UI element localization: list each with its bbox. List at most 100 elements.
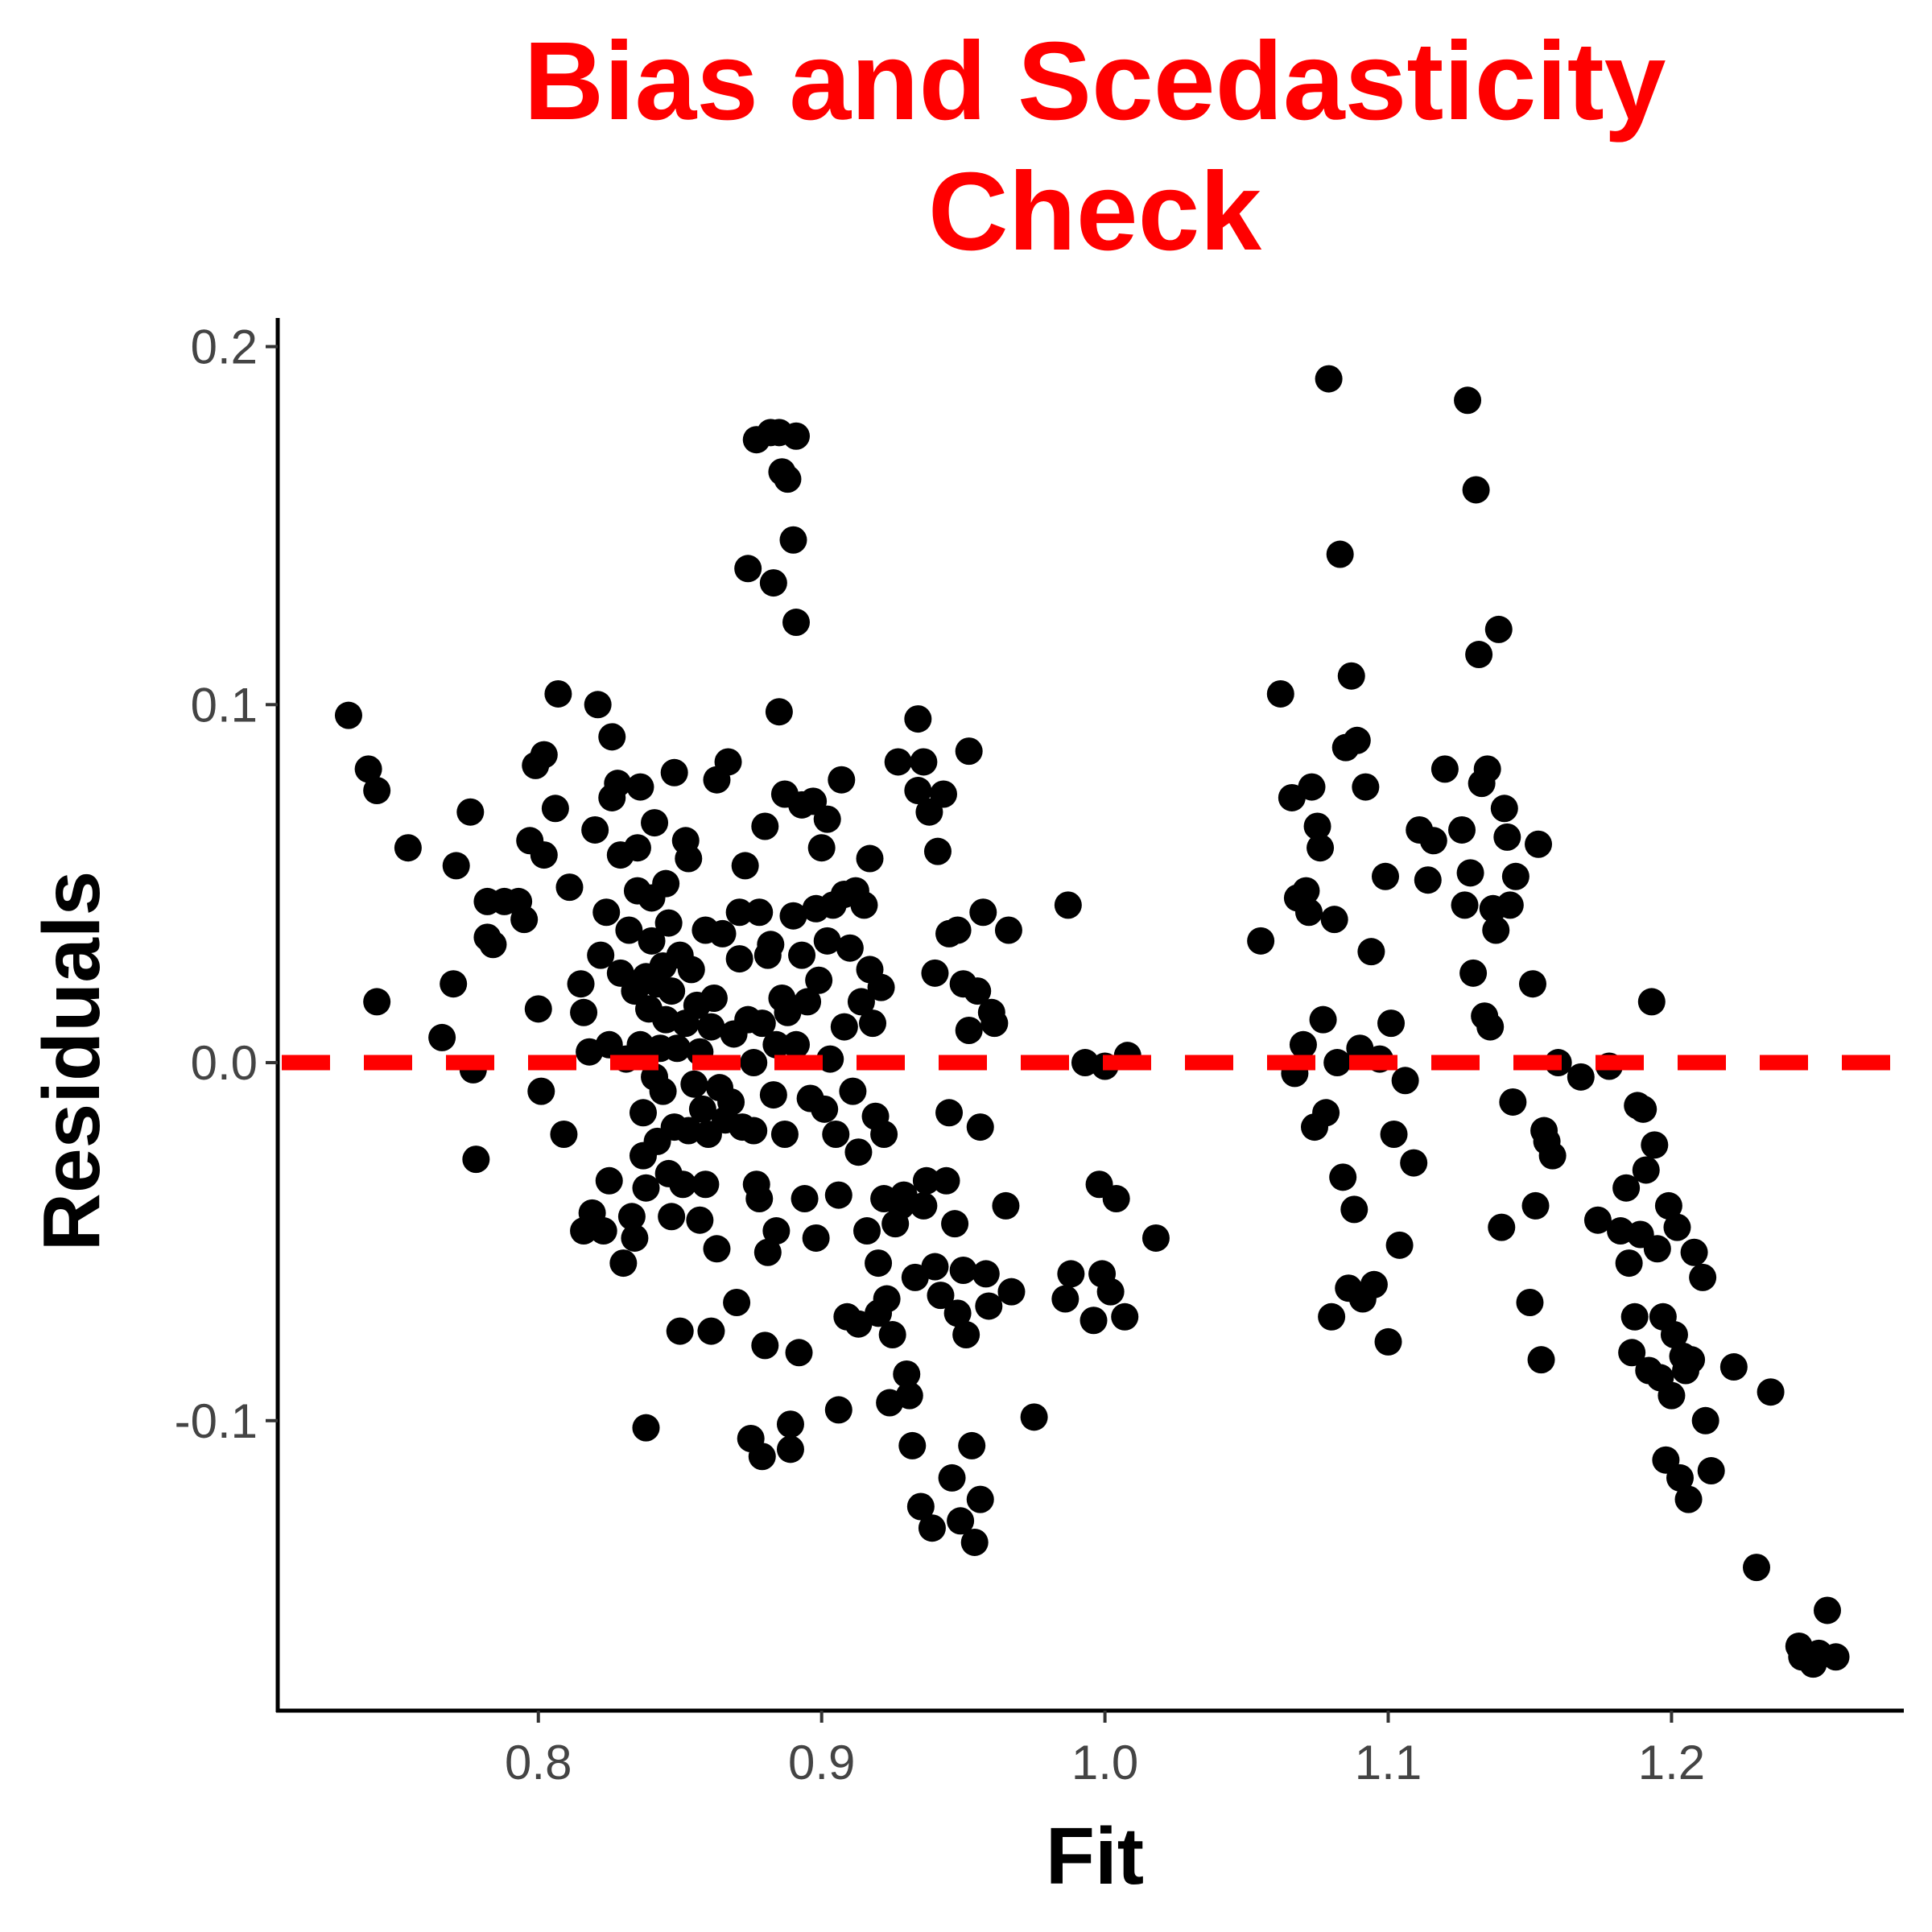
data-point <box>1020 1403 1048 1431</box>
data-point <box>1618 1339 1646 1367</box>
data-point <box>1743 1554 1771 1582</box>
data-point <box>1414 866 1442 894</box>
data-point <box>1641 1131 1669 1159</box>
data-point <box>757 931 785 959</box>
data-point <box>550 1120 578 1148</box>
data-point <box>1357 938 1385 966</box>
data-point <box>1329 1163 1357 1191</box>
data-point <box>1419 827 1447 855</box>
data-point <box>442 852 470 880</box>
data-point <box>510 906 539 934</box>
data-point <box>680 1070 708 1098</box>
data-point <box>824 1396 852 1424</box>
data-point <box>1538 1141 1567 1170</box>
data-point <box>1490 795 1518 823</box>
data-point <box>802 1224 830 1252</box>
y-tick-label: 0.0 <box>191 1036 258 1090</box>
data-point <box>759 1081 787 1109</box>
data-point <box>932 1166 960 1195</box>
data-point <box>779 526 807 554</box>
data-point <box>839 1077 867 1105</box>
data-point <box>938 1463 966 1492</box>
data-point <box>850 891 878 919</box>
data-point <box>1482 916 1510 944</box>
data-point <box>638 927 666 955</box>
data-point <box>592 898 621 927</box>
data-point <box>581 815 609 844</box>
data-point <box>1660 1321 1688 1349</box>
data-point <box>847 988 875 1016</box>
data-point <box>584 691 612 719</box>
data-point <box>629 1099 657 1127</box>
data-point <box>1525 830 1553 858</box>
data-point <box>1493 823 1521 851</box>
data-point <box>1371 862 1399 890</box>
data-point <box>1343 726 1371 754</box>
data-point <box>1051 1285 1080 1313</box>
x-tick-label: 0.8 <box>505 1736 572 1790</box>
data-point <box>1757 1378 1785 1406</box>
data-point <box>1516 1289 1544 1317</box>
data-point <box>1629 1095 1657 1123</box>
data-point <box>884 748 912 776</box>
data-point <box>1391 1067 1419 1095</box>
axes <box>275 318 1904 1713</box>
y-axis-title: Residuals <box>27 871 117 1251</box>
data-point <box>966 1113 994 1141</box>
data-point <box>587 941 615 969</box>
data-point <box>1663 1213 1691 1241</box>
data-point <box>762 1030 791 1059</box>
data-point <box>544 679 572 708</box>
data-point <box>822 1120 850 1148</box>
data-point <box>1320 906 1348 934</box>
data-point <box>675 844 703 873</box>
data-point <box>334 701 362 729</box>
data-point <box>1680 1238 1708 1266</box>
data-point <box>734 555 762 583</box>
data-point <box>966 1485 994 1513</box>
data-point <box>1499 1088 1527 1116</box>
data-point <box>873 1285 901 1313</box>
data-point <box>394 834 422 862</box>
data-point <box>1294 898 1323 927</box>
data-point <box>836 934 864 962</box>
data-point <box>1691 1406 1719 1435</box>
data-point <box>1352 773 1380 801</box>
data-point <box>1689 1263 1717 1291</box>
data-point <box>621 1224 649 1252</box>
data-point <box>1678 1346 1706 1374</box>
data-point <box>921 1253 949 1281</box>
data-point <box>949 1256 977 1284</box>
data-point <box>975 1292 1003 1320</box>
data-point <box>717 1088 745 1116</box>
data-point <box>906 1492 935 1521</box>
data-point <box>595 1166 623 1195</box>
data-point <box>895 1381 923 1410</box>
data-point <box>589 1217 617 1245</box>
data-point <box>703 1235 731 1263</box>
data-point <box>912 1166 940 1195</box>
data-point <box>740 1049 768 1077</box>
data-point <box>1374 1327 1402 1356</box>
y-tick-label: 0.2 <box>191 320 258 374</box>
data-point <box>663 1034 691 1063</box>
data-point <box>955 737 983 766</box>
data-point <box>1456 859 1484 887</box>
data-point <box>867 973 895 1001</box>
data-point <box>1476 1013 1505 1041</box>
data-point <box>1501 862 1530 890</box>
data-point <box>686 1206 714 1234</box>
data-point <box>658 1203 686 1231</box>
data-point <box>751 812 779 840</box>
data-point <box>1380 1120 1408 1148</box>
data-point <box>852 1217 881 1245</box>
data-point <box>1307 834 1335 862</box>
data-point <box>1813 1596 1841 1624</box>
data-point <box>813 805 841 833</box>
data-point <box>1567 1063 1595 1091</box>
data-point <box>910 748 938 776</box>
data-point <box>762 1217 791 1245</box>
data-point <box>1615 1249 1643 1278</box>
data-point <box>751 1331 779 1360</box>
data-point <box>1326 540 1354 568</box>
